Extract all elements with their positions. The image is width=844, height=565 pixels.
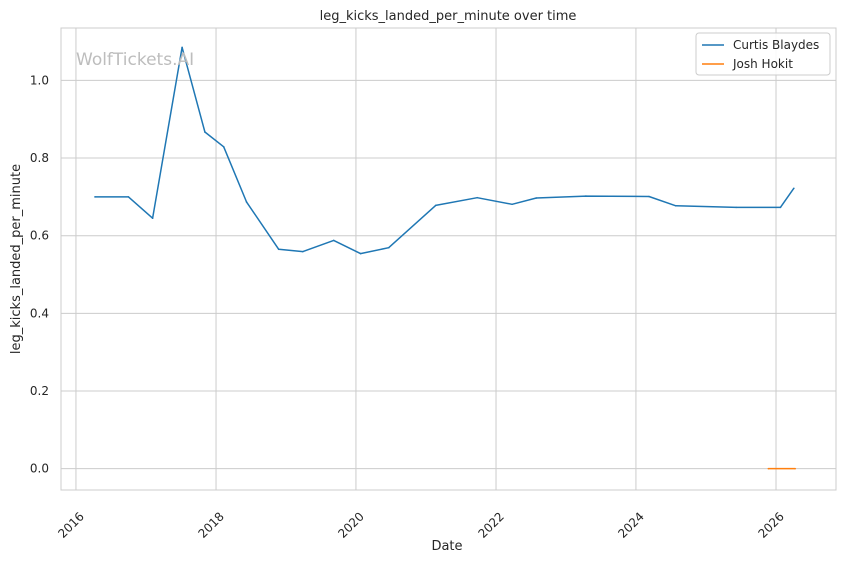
x-tick-label: 2020 xyxy=(335,509,366,540)
legend: Curtis Blaydes Josh Hokit xyxy=(695,32,831,76)
data-point-curtis-blaydes xyxy=(793,187,795,190)
watermark: WolfTickets.AI xyxy=(76,50,194,70)
data-point-curtis-blaydes xyxy=(277,248,280,251)
data-point-curtis-blaydes xyxy=(222,146,225,148)
legend-label-curtis-blaydes: Curtis Blaydes xyxy=(733,38,819,52)
data-point-curtis-blaydes xyxy=(476,196,479,199)
data-point-curtis-blaydes xyxy=(735,206,737,209)
x-tick-label: 2018 xyxy=(195,509,226,540)
data-point-curtis-blaydes xyxy=(204,131,206,133)
y-tick-label: 0.6 xyxy=(30,229,49,243)
y-tick-label: 0.8 xyxy=(30,151,49,165)
data-point-curtis-blaydes xyxy=(387,246,390,249)
data-point-curtis-blaydes xyxy=(332,239,335,242)
grid-layer xyxy=(61,28,836,490)
x-axis-label: Date xyxy=(431,539,462,554)
x-tick-label: 2016 xyxy=(55,509,86,540)
y-tick-label: 0.4 xyxy=(30,306,49,320)
series-layer xyxy=(94,46,796,470)
data-point-curtis-blaydes xyxy=(585,195,587,197)
data-point-josh-hokit xyxy=(794,467,796,470)
series-line-curtis-blaydes xyxy=(94,46,795,255)
data-point-curtis-blaydes xyxy=(359,252,362,255)
data-point-curtis-blaydes xyxy=(94,196,96,198)
chart-title: leg_kicks_landed_per_minute over time xyxy=(320,9,577,24)
data-point-curtis-blaydes xyxy=(181,46,183,49)
data-point-curtis-blaydes xyxy=(245,201,248,203)
data-point-curtis-blaydes xyxy=(127,196,130,198)
y-tick-label: 0.0 xyxy=(30,462,49,476)
data-point-curtis-blaydes xyxy=(674,205,677,207)
data-point-josh-hokit xyxy=(767,467,770,470)
tick-layer: 0.0 0.2 0.4 0.6 0.8 1.0 2016 2018 2020 2022 2024 20… xyxy=(30,73,787,541)
x-tick-label: 2024 xyxy=(615,509,646,540)
y-tick-label: 1.0 xyxy=(30,73,49,87)
plot-frame xyxy=(60,27,837,491)
data-point-curtis-blaydes xyxy=(434,204,437,207)
y-axis-label: leg_kicks_landed_per_minute xyxy=(9,164,24,354)
x-tick-label: 2026 xyxy=(755,509,786,540)
legend-box xyxy=(695,32,831,76)
data-point-curtis-blaydes xyxy=(648,195,650,198)
data-point-curtis-blaydes xyxy=(511,203,513,206)
data-point-curtis-blaydes xyxy=(151,217,154,220)
data-point-curtis-blaydes xyxy=(779,206,782,209)
y-tick-label: 0.2 xyxy=(30,384,49,398)
data-point-curtis-blaydes xyxy=(302,250,304,253)
data-point-curtis-blaydes xyxy=(535,197,538,199)
legend-label-josh-hokit: Josh Hokit xyxy=(732,57,793,71)
x-tick-label: 2022 xyxy=(475,509,506,540)
